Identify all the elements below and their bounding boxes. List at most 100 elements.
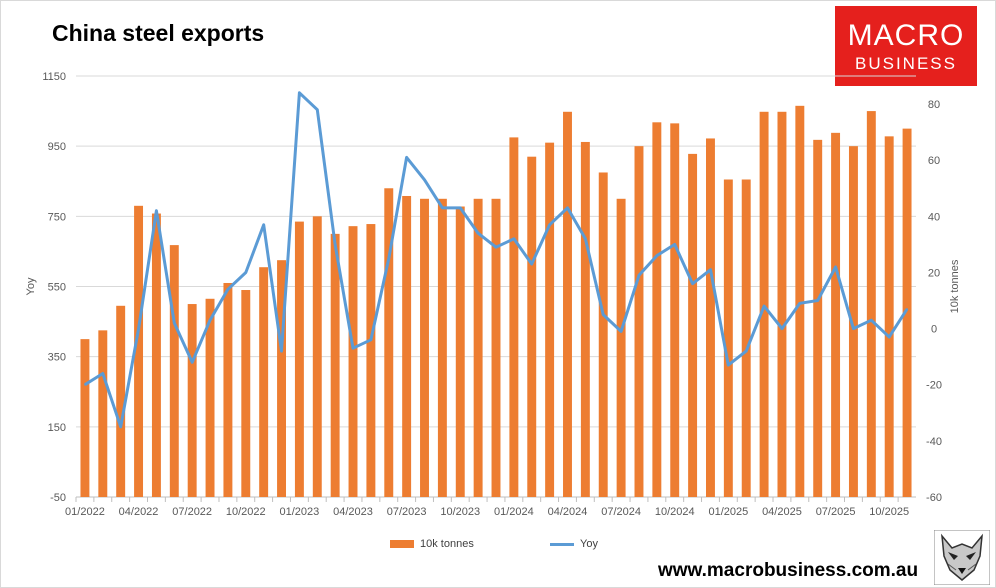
line-point: [602, 313, 605, 316]
x-tick-label: 04/2022: [119, 506, 159, 518]
bar: [402, 195, 412, 498]
line-point: [209, 319, 211, 321]
line-point: [191, 361, 193, 364]
macrobusiness-logo: MACRO BUSINESS: [835, 6, 977, 86]
left-tick-label: 550: [48, 282, 66, 294]
left-tick-label: -50: [50, 492, 66, 504]
x-tick-label: 07/2025: [816, 506, 856, 518]
line-point: [799, 302, 801, 305]
line-point: [548, 223, 551, 226]
legend-label-bars: 10k tonnes: [420, 538, 474, 550]
bar: [563, 111, 572, 497]
line-point: [727, 364, 730, 366]
line-point: [691, 282, 694, 285]
bar: [437, 198, 447, 497]
line-point: [816, 299, 819, 302]
bar: [866, 111, 876, 497]
bar: [259, 267, 269, 497]
bar: [277, 260, 286, 497]
line-point: [834, 266, 837, 268]
line-point: [334, 243, 336, 246]
bar: [884, 136, 894, 498]
bar: [491, 198, 501, 497]
line-point: [102, 372, 104, 375]
line-point: [370, 339, 372, 341]
bar: [848, 146, 858, 497]
x-tick-label: 10/2023: [440, 506, 480, 518]
line-point: [244, 271, 247, 274]
bar: [205, 298, 215, 497]
bar: [294, 221, 304, 498]
line-point: [763, 305, 765, 307]
line-point: [405, 156, 408, 159]
website-url: www.macrobusiness.com.au: [658, 560, 919, 581]
bar: [545, 142, 555, 498]
line-point: [513, 237, 515, 240]
line-point: [459, 207, 462, 209]
line-point: [638, 274, 640, 277]
line-point: [566, 207, 569, 209]
bar: [241, 290, 251, 497]
x-tick-label: 10/2022: [226, 506, 266, 518]
legend-item-bars: 10k tonnes: [390, 538, 474, 550]
line-point: [709, 268, 712, 271]
legend-swatch-bars: [390, 540, 414, 549]
line-point: [119, 426, 122, 428]
x-tick-label: 07/2022: [172, 506, 212, 518]
left-tick-label: 1150: [42, 71, 66, 83]
bar: [223, 282, 233, 497]
line-point: [262, 223, 265, 226]
x-tick-label: 10/2024: [655, 506, 695, 518]
logo-line-2: BUSINESS: [855, 54, 957, 73]
bar: [80, 339, 90, 497]
line-point: [888, 336, 890, 338]
line-point: [870, 319, 873, 321]
bar: [652, 122, 662, 497]
bar: [116, 305, 126, 497]
bar: [670, 123, 680, 498]
x-tick-label: 10/2025: [869, 506, 909, 518]
bar: [169, 245, 179, 497]
line-point: [906, 308, 908, 310]
logo-line-1: MACRO: [847, 19, 965, 52]
line-point: [477, 232, 479, 234]
line-point: [584, 237, 587, 240]
line-point: [280, 350, 283, 352]
line-point: [656, 254, 658, 257]
bar: [348, 226, 358, 497]
right-tick-label: 80: [928, 99, 940, 111]
line-point: [352, 347, 354, 350]
bar: [795, 105, 805, 497]
x-tick-label: 04/2025: [762, 506, 802, 518]
line-point: [530, 263, 533, 265]
x-tick-label: 04/2024: [548, 506, 588, 518]
line-point: [495, 246, 497, 249]
legend-item-line: Yoy: [550, 538, 598, 550]
legend-label-line: Yoy: [580, 538, 598, 550]
line-point: [423, 179, 426, 181]
x-tick-label: 01/2023: [280, 506, 320, 518]
left-tick-label: 750: [48, 211, 66, 223]
right-tick-label: -20: [926, 380, 942, 392]
wolf-mascot-icon: [934, 530, 990, 585]
line-point: [155, 209, 158, 212]
bar: [706, 138, 715, 497]
line-point: [620, 330, 622, 333]
bar: [688, 153, 698, 497]
bar: [759, 111, 769, 497]
bar: [455, 206, 465, 497]
right-tick-label: -60: [926, 492, 942, 504]
line-point: [227, 288, 229, 291]
x-tick-label: 04/2023: [333, 506, 373, 518]
bar: [527, 156, 537, 498]
bar: [330, 233, 340, 497]
bar: [723, 179, 733, 497]
bar: [902, 128, 912, 497]
line-point: [173, 322, 176, 324]
bar: [634, 146, 644, 497]
bar: [831, 132, 841, 497]
bar: [312, 216, 322, 498]
left-tick-label: 950: [48, 141, 66, 153]
